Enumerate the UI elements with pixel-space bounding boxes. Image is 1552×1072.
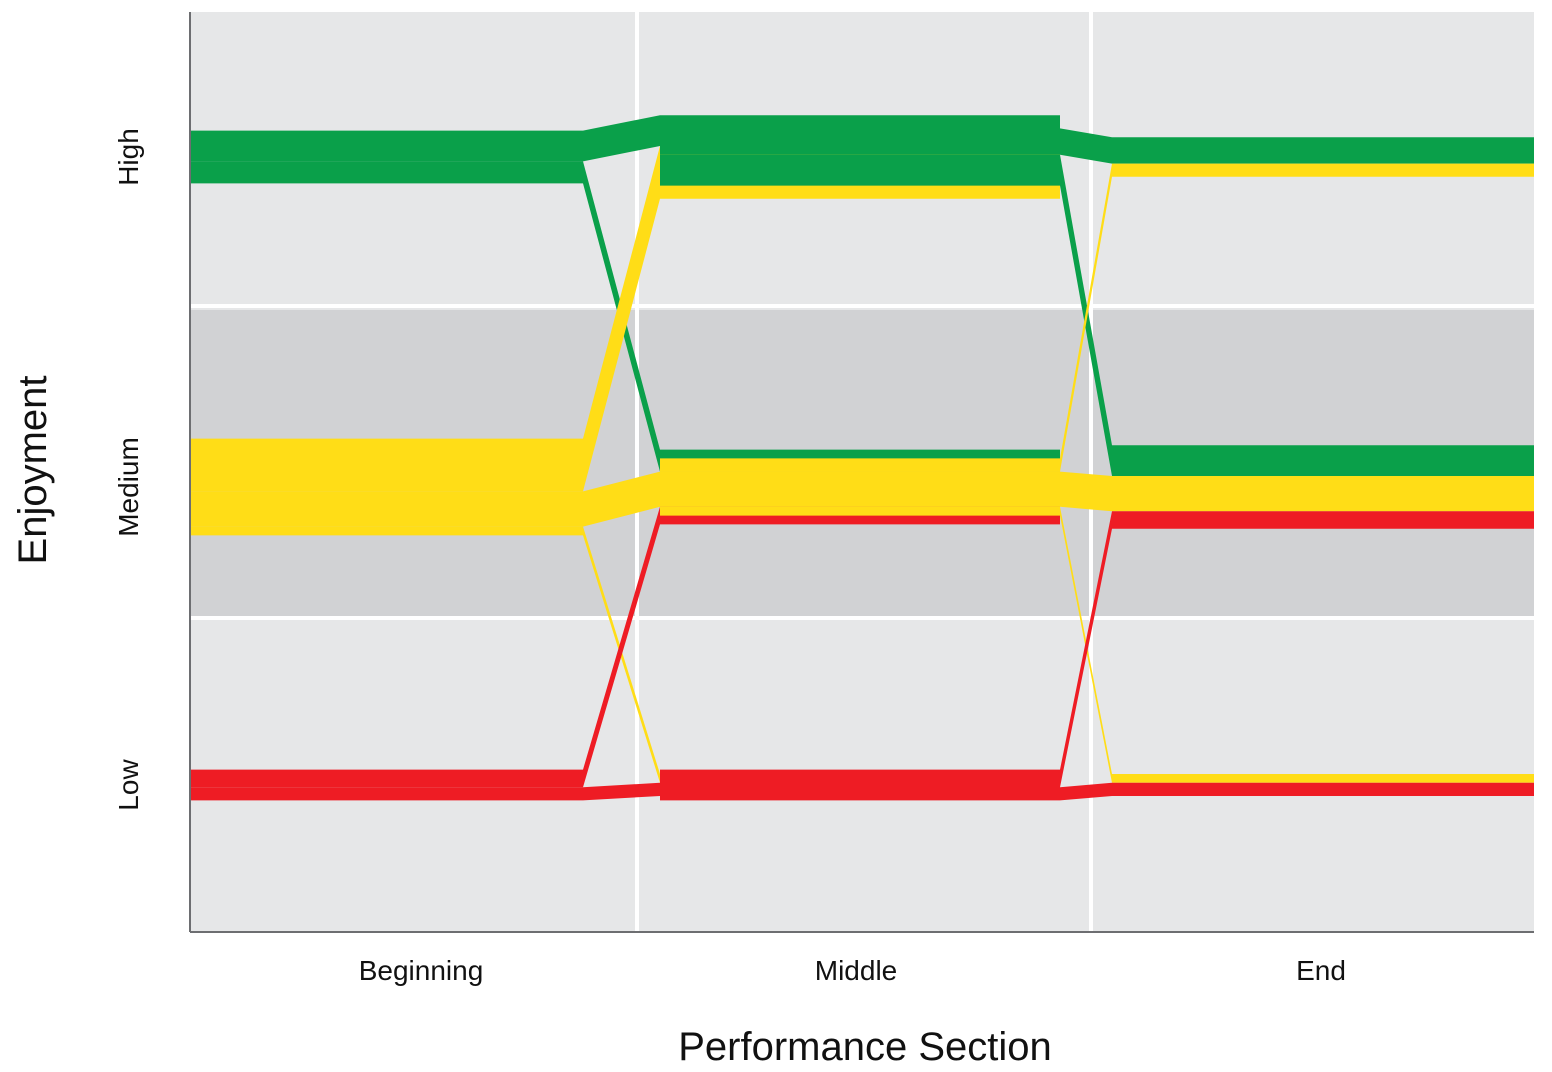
x-tick-label: Middle bbox=[815, 955, 897, 986]
x-tick-label: Beginning bbox=[359, 955, 484, 986]
flow-medium-to-high bbox=[190, 146, 1060, 492]
y-tick-label: High bbox=[113, 128, 144, 186]
x-tick-labels: Beginning Middle End bbox=[359, 955, 1346, 986]
x-axis-title: Performance Section bbox=[678, 1025, 1052, 1069]
flow-medium-to-medium bbox=[660, 471, 1534, 512]
gridlines bbox=[190, 12, 1534, 932]
y-tick-labels: High Medium Low bbox=[113, 128, 144, 810]
y-tick-label: Low bbox=[113, 759, 144, 811]
y-axis-title: Enjoyment bbox=[11, 376, 55, 565]
y-tick-label: Medium bbox=[113, 437, 144, 537]
flows bbox=[190, 115, 1534, 801]
flow-low-to-low bbox=[660, 782, 1534, 801]
flow-high-to-high bbox=[190, 115, 1060, 162]
x-tick-label: End bbox=[1296, 955, 1346, 986]
